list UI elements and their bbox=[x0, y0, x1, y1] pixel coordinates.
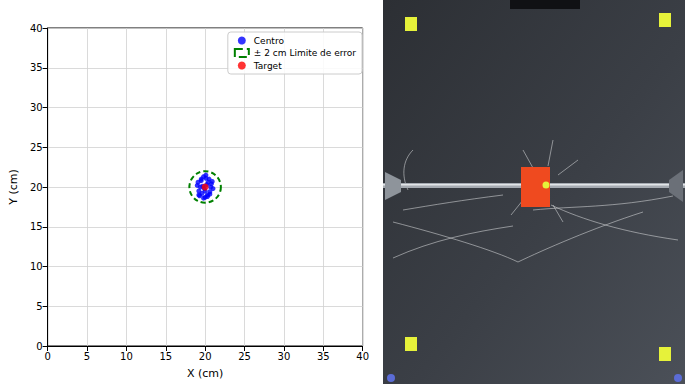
svg-text:15: 15 bbox=[30, 221, 43, 232]
svg-text:5: 5 bbox=[36, 301, 42, 312]
svg-text:25: 25 bbox=[30, 142, 43, 153]
svg-text:5: 5 bbox=[84, 351, 90, 362]
svg-text:20: 20 bbox=[199, 351, 212, 362]
svg-text:10: 10 bbox=[30, 261, 43, 272]
svg-text:± 2 cm Limite de error: ± 2 cm Limite de error bbox=[254, 48, 356, 58]
svg-text:Centro: Centro bbox=[254, 36, 285, 46]
svg-text:0: 0 bbox=[44, 351, 50, 362]
svg-text:30: 30 bbox=[278, 351, 291, 362]
svg-text:35: 35 bbox=[30, 62, 43, 73]
svg-text:40: 40 bbox=[30, 23, 43, 34]
svg-text:10: 10 bbox=[120, 351, 133, 362]
svg-text:X (cm): X (cm) bbox=[187, 367, 223, 380]
svg-text:40: 40 bbox=[356, 351, 369, 362]
svg-text:15: 15 bbox=[159, 351, 172, 362]
svg-text:Y (cm): Y (cm) bbox=[7, 169, 20, 206]
svg-text:0: 0 bbox=[36, 341, 42, 352]
svg-text:25: 25 bbox=[238, 351, 251, 362]
svg-text:20: 20 bbox=[30, 182, 43, 193]
svg-text:Target: Target bbox=[253, 61, 282, 71]
svg-text:35: 35 bbox=[317, 351, 330, 362]
svg-text:30: 30 bbox=[30, 102, 43, 113]
